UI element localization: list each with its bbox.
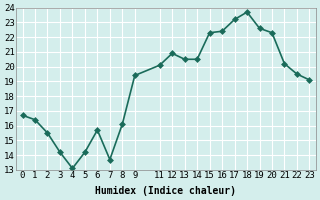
X-axis label: Humidex (Indice chaleur): Humidex (Indice chaleur) (95, 186, 236, 196)
